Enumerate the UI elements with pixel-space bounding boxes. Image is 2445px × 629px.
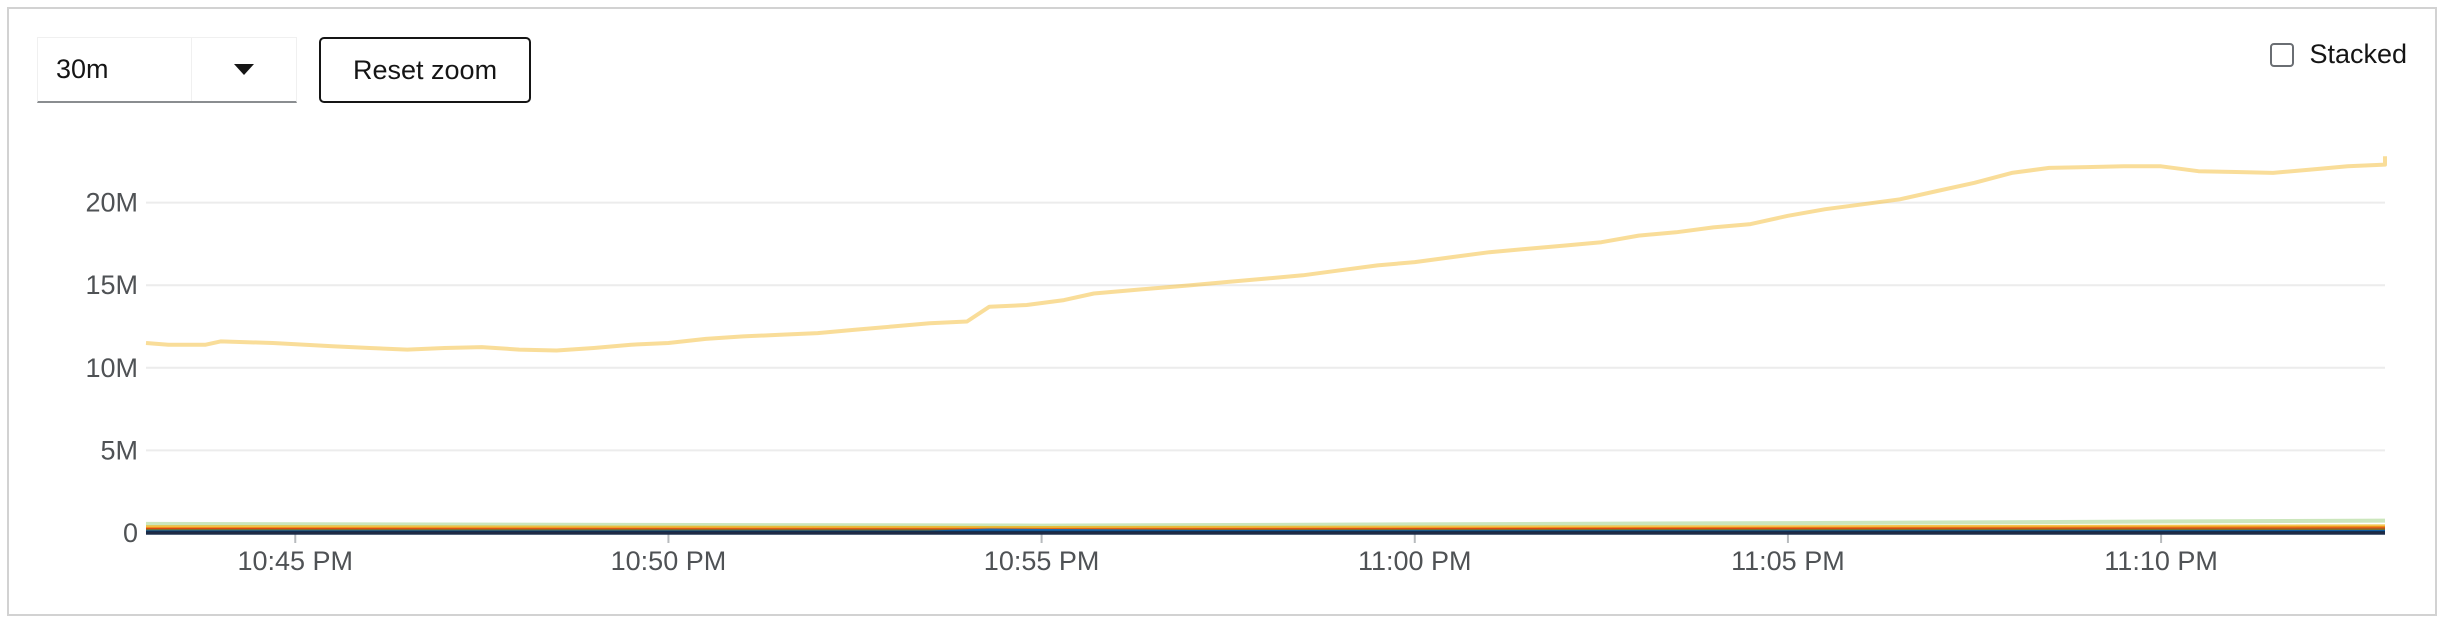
stacked-label: Stacked <box>2309 39 2407 69</box>
x-tick-label: 11:10 PM <box>2104 546 2218 576</box>
y-tick-label: 5M <box>100 435 138 465</box>
reset-zoom-button[interactable]: Reset zoom <box>319 37 532 103</box>
time-range-value[interactable]: 30m <box>38 38 192 101</box>
chart-panel: 30m Reset zoom Stacked <box>7 7 2437 616</box>
y-tick-label: 10M <box>85 353 138 383</box>
series-line <box>145 518 2386 528</box>
stacked-checkbox[interactable] <box>2270 42 2295 67</box>
x-tick-label: 10:55 PM <box>984 546 1100 576</box>
x-tick-label: 11:00 PM <box>1358 546 1472 576</box>
x-tick-label: 10:50 PM <box>611 546 727 576</box>
time-range-select[interactable]: 30m <box>37 37 297 103</box>
y-tick-label: 15M <box>85 270 138 300</box>
time-range-toggle[interactable] <box>192 38 296 101</box>
chart-toolbar: 30m Reset zoom <box>37 37 532 103</box>
y-tick-label: 0 <box>123 518 138 548</box>
x-tick-label: 10:45 PM <box>237 546 353 576</box>
stacked-toggle[interactable]: Stacked <box>2270 39 2407 70</box>
x-tick-label: 11:05 PM <box>1731 546 1845 576</box>
series-line <box>145 156 2387 353</box>
y-tick-label: 20M <box>85 188 138 218</box>
caret-down-icon <box>234 64 254 75</box>
